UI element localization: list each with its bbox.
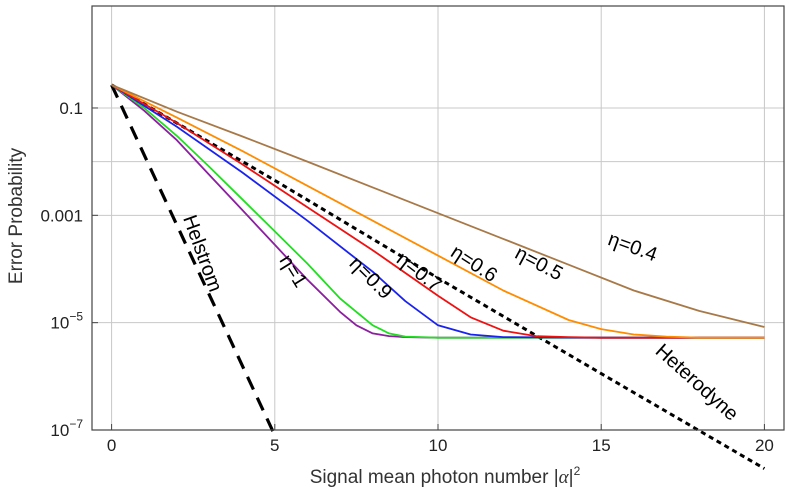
x-tick-label: 0 [107,436,116,455]
series-line-heterodyne [110,83,766,470]
x-axis-title: Signal mean photon number |α|2 [310,464,581,488]
y-tick-label: 0.001 [40,206,83,225]
series-line--0-6 [111,84,765,339]
x-tick-labels: 0 5 10 15 20 [107,424,774,455]
y-axis-title: Error Probability [6,147,27,284]
series-line--0-5 [111,84,765,339]
curve-label: η=0.6 [447,241,501,287]
y-tick-base: 10 [50,314,69,333]
series-line--0-9 [111,84,765,339]
series-line--0-7 [111,84,765,339]
curve-label: Heterodyne [651,340,743,426]
y-tick-label: 10−7 [50,417,83,440]
curve-label: Helstrom [178,212,226,295]
x-tick-label: 20 [755,436,774,455]
series-line-helstrom [110,84,277,437]
x-tick-label: 5 [270,436,279,455]
curve-label: η=0.4 [605,228,660,266]
y-tick-exponent: −7 [69,417,83,431]
curve-label: η=0.5 [511,242,566,285]
y-tick-label: 10−5 [50,310,83,333]
x-tick-label: 15 [592,436,611,455]
curve-label: η=1 [275,251,312,291]
y-tick-label: 0.1 [59,99,83,118]
series-layer [110,83,766,470]
series-line--0-4 [111,84,765,328]
grid-lines [92,6,784,430]
y-tick-exponent: −5 [69,310,83,324]
y-tick-base: 10 [50,421,69,440]
x-tick-label: 10 [429,436,448,455]
